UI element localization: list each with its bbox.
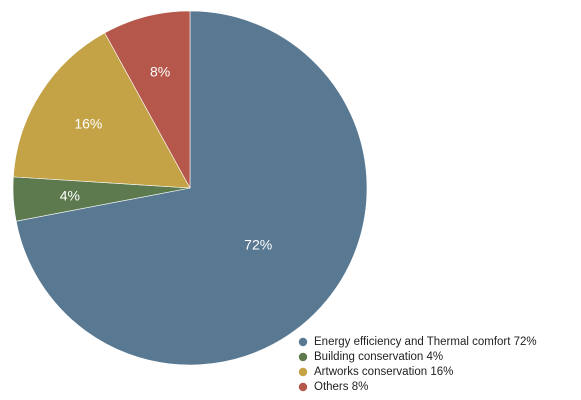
legend-marker-artworks-conservation [298, 367, 308, 377]
slice-label-building-conservation: 4% [60, 188, 80, 204]
legend-label-building-conservation: Building conservation 4% [314, 351, 443, 363]
legend: Energy efficiency and Thermal comfort 72… [298, 336, 537, 393]
legend-marker-energy-efficiency-and-thermal-comfort [298, 337, 308, 347]
pie-slices [12, 10, 368, 366]
pie-slice-others [104, 10, 191, 189]
legend-label-others: Others 8% [314, 381, 368, 393]
legend-marker-building-conservation [298, 352, 308, 362]
legend-label-energy-efficiency-and-thermal-comfort: Energy efficiency and Thermal comfort 72… [314, 336, 537, 348]
slice-label-others: 8% [150, 63, 170, 79]
pie-slice-energy-efficiency-and-thermal-comfort [15, 10, 368, 366]
pie-slice-artworks-conservation [13, 32, 191, 189]
slice-label-energy-efficiency-and-thermal-comfort: 72% [244, 236, 272, 252]
legend-marker-others [298, 382, 308, 392]
slice-label-artworks-conservation: 16% [74, 116, 102, 132]
pie-slice-labels: 72% 4% 16% 8% [60, 63, 272, 252]
legend-label-artworks-conservation: Artworks conservation 16% [314, 366, 453, 378]
